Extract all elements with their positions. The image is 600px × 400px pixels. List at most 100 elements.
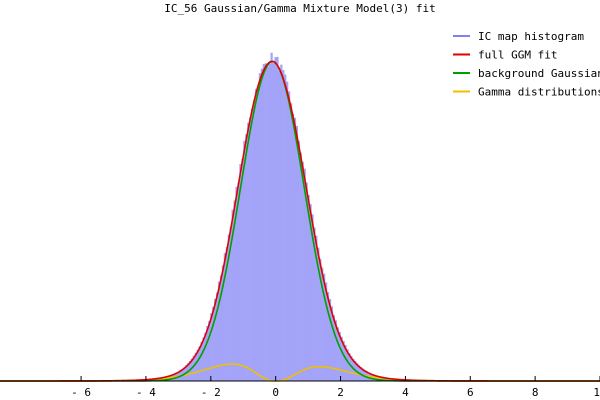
histogram-bar (200, 341, 203, 381)
histogram-bar (196, 349, 199, 381)
histogram-bar (217, 281, 221, 381)
legend: IC map histogram full GGM fit background G… (453, 30, 600, 99)
legend-label: IC map histogram (478, 30, 584, 43)
histogram-bar (383, 377, 386, 381)
legend-label: full GGM fit (478, 49, 557, 62)
histogram-bar (346, 349, 349, 381)
x-tick-label: 10 (593, 386, 600, 399)
histogram-bar (338, 331, 341, 381)
x-tick-label: - 4 (136, 386, 156, 399)
histogram-bar (311, 214, 314, 381)
histogram-bar (194, 352, 197, 381)
histogram-bar (221, 265, 225, 381)
histogram-bar (326, 292, 330, 381)
histogram-bar (289, 103, 293, 382)
histogram-bar (295, 125, 299, 382)
histogram-bar (334, 320, 337, 381)
histogram-bar (258, 73, 262, 381)
histogram-bar (231, 209, 234, 381)
histogram-bar (313, 227, 316, 381)
x-tick-label: - 2 (201, 386, 221, 399)
histogram-bar (385, 377, 388, 381)
histogram-bar (190, 358, 193, 381)
histogram-bar (288, 91, 291, 381)
histogram-bar (256, 87, 260, 382)
histogram-bar (278, 71, 281, 382)
histogram-bar (243, 140, 246, 381)
histogram-bar (272, 63, 275, 381)
histogram-bar (202, 337, 205, 381)
histogram-bar (332, 315, 336, 381)
histogram-bar (286, 81, 289, 381)
histogram-bar (192, 355, 195, 381)
histogram-bar (352, 358, 355, 381)
histogram-bar (223, 253, 227, 381)
histogram-bar (305, 182, 308, 381)
histogram-bar (241, 159, 244, 381)
histogram-bar (225, 247, 228, 381)
x-tick-label: 6 (467, 386, 474, 399)
histogram-bar (229, 226, 232, 381)
histogram-bar (262, 64, 265, 381)
histogram-bar (282, 70, 285, 381)
plot-area (0, 52, 600, 382)
histogram-bar (208, 320, 211, 381)
histogram-bars (132, 52, 417, 382)
histogram-bar (344, 344, 347, 381)
histogram-bar (321, 267, 324, 381)
histogram-bar (317, 247, 320, 381)
histogram-bar (264, 63, 267, 381)
x-tick-label: 0 (272, 386, 279, 399)
histogram-bar (266, 66, 269, 382)
histogram-bar (280, 64, 283, 381)
histogram-bar (297, 140, 300, 381)
histogram-bar (247, 122, 250, 381)
histogram-bar (204, 332, 207, 381)
histogram-bar (377, 376, 380, 381)
histogram-bar (233, 200, 236, 381)
x-tick-label: 8 (532, 386, 539, 399)
histogram-bar (235, 186, 238, 381)
histogram-bar (336, 327, 339, 381)
histogram-bar (252, 100, 256, 381)
histogram-bar (319, 258, 322, 381)
histogram-bar (307, 195, 310, 381)
histogram-bar (291, 113, 295, 381)
histogram-bar (260, 68, 264, 381)
histogram-bar (342, 340, 345, 381)
histogram-bar (379, 376, 382, 381)
histogram-bar (350, 355, 353, 381)
x-tick-label: 2 (337, 386, 344, 399)
histogram-bar (301, 161, 304, 381)
histogram-bar (249, 117, 252, 381)
histogram-bar (254, 88, 258, 382)
histogram-bar (212, 306, 215, 381)
histogram-bar (323, 273, 326, 381)
histogram-bar (198, 346, 201, 381)
histogram-bar (237, 182, 240, 381)
histogram-bar (324, 282, 328, 381)
histogram-bar (268, 63, 271, 382)
legend-label: Gamma distributions (478, 86, 600, 99)
histogram-bar (227, 234, 230, 381)
chart-title: IC_56 Gaussian/Gamma Mixture Model(3) fi… (164, 2, 436, 15)
histogram-bar (274, 57, 277, 382)
histogram-bar (206, 325, 209, 381)
histogram-bar (276, 56, 279, 382)
x-tick-label: 4 (402, 386, 409, 399)
histogram-bar (219, 275, 223, 381)
histogram-bar (340, 336, 343, 381)
histogram-bar (309, 204, 312, 381)
x-tick-label: - 6 (71, 386, 91, 399)
histogram-bar (381, 377, 384, 381)
histogram-bar (270, 52, 273, 382)
histogram-bar (216, 292, 219, 381)
histogram-bar (239, 163, 242, 381)
histogram-bar (293, 117, 297, 382)
histogram-bar (315, 235, 318, 381)
x-axis-ticks: - 6 - 4 - 2 0 2 4 6 8 10 (71, 376, 600, 399)
histogram-bar (214, 298, 217, 381)
histogram-bar (245, 134, 248, 381)
histogram-bar (348, 353, 351, 381)
